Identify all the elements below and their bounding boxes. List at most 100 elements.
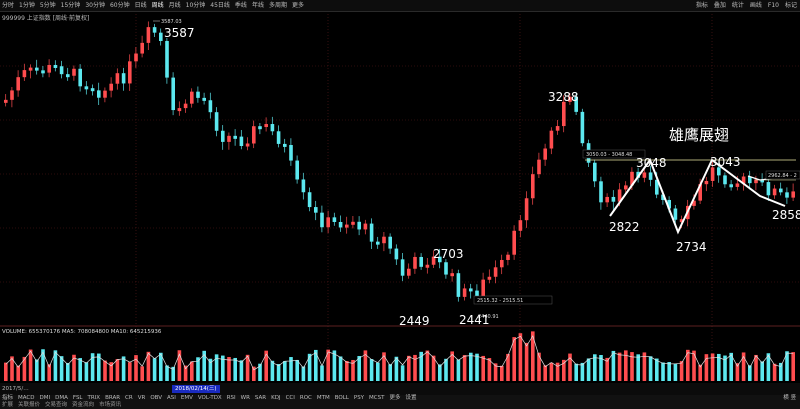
period-tab-6[interactable]: 日线 [134, 2, 147, 9]
candle-body [227, 135, 231, 142]
candle-body [450, 273, 454, 277]
candle-body [624, 185, 628, 190]
candle-body [748, 176, 752, 184]
indicator-tab-18[interactable]: ROC [299, 395, 312, 401]
indicator-tab-20[interactable]: BOLL [334, 395, 349, 401]
volume-bar [152, 358, 157, 381]
candle-body [617, 189, 622, 202]
low-box-label: 2515.32 - 2515.51 [477, 298, 523, 304]
axis-start-label: 2017/5/… [2, 386, 29, 392]
volume-bar [177, 350, 182, 381]
indicator-tab-14[interactable]: WR [240, 395, 250, 401]
tool-button-0[interactable]: 指标 [695, 2, 708, 9]
indicator-tab-9[interactable]: OBV [150, 395, 163, 401]
candle-body [400, 259, 405, 276]
candle-body [190, 91, 194, 104]
candle-body [766, 182, 771, 196]
candle-body [252, 126, 256, 144]
indicator-tab-13[interactable]: RSI [226, 395, 236, 401]
extension-tab-3[interactable]: 资金流向 [72, 402, 95, 408]
indicator-tab-10[interactable]: ASI [167, 395, 176, 401]
period-tab-12[interactable]: 年线 [251, 2, 264, 9]
period-tab-13[interactable]: 多周期 [268, 2, 287, 9]
indicator-tab-7[interactable]: CR [125, 395, 133, 401]
volume-bar [791, 352, 795, 381]
candle-body [407, 268, 411, 276]
volume-bar [22, 356, 27, 381]
indicator-tab-5[interactable]: TRIX [87, 395, 101, 401]
tool-button-3[interactable]: 画线 [749, 2, 762, 9]
volume-bar [549, 362, 554, 381]
indicator-tab-15[interactable]: SAR [254, 395, 267, 401]
indicator-tab-4[interactable]: FSL [72, 395, 83, 401]
tool-button-5[interactable]: 标记 [784, 2, 797, 9]
extension-tab-2[interactable]: 交易查询 [45, 402, 68, 408]
layout-toggle[interactable]: 横 竖 [783, 395, 796, 401]
candle-body [53, 64, 58, 68]
volume-bar [636, 354, 640, 381]
extension-tab-0[interactable]: 扩展 [2, 402, 14, 408]
candles [4, 21, 795, 302]
period-tab-9[interactable]: 10分钟 [185, 2, 206, 9]
indicator-tab-1[interactable]: MACD [18, 395, 35, 401]
indicator-tab-16[interactable]: KDJ [271, 395, 281, 401]
candle-body [363, 223, 368, 230]
tool-button-2[interactable]: 统计 [731, 2, 744, 9]
kline-chart[interactable]: 3587.03 3050.03 - 3048.48 2515.32 - 2515… [0, 0, 800, 383]
extension-tab-4[interactable]: 市场资讯 [99, 402, 122, 408]
volume-bar [41, 349, 45, 381]
candle-body [239, 136, 244, 147]
volume-bar [760, 361, 764, 381]
candle-body [760, 179, 764, 183]
period-tab-11[interactable]: 季线 [234, 2, 247, 9]
period-tab-2[interactable]: 5分钟 [39, 2, 56, 9]
volume-bar [617, 352, 622, 381]
candle-body [605, 196, 609, 203]
period-tab-10[interactable]: 45日线 [210, 2, 230, 9]
period-tab-0[interactable]: 分时 [2, 2, 15, 9]
indicator-tab-8[interactable]: VR [137, 395, 146, 401]
period-tab-5[interactable]: 60分钟 [109, 2, 130, 9]
candle-body [580, 111, 585, 144]
candle-body [66, 74, 70, 78]
period-tab-7[interactable]: 周线 [151, 2, 164, 9]
period-tab-1[interactable]: 1分钟 [19, 2, 35, 9]
volume-bar [766, 353, 771, 381]
volume-bar [233, 357, 237, 381]
indicator-tab-2[interactable]: DMI [39, 395, 51, 401]
candle-body [394, 248, 399, 260]
indicator-tab-0[interactable]: 指标 [2, 395, 14, 401]
indicator-tab-22[interactable]: MCST [369, 395, 385, 401]
candle-body [493, 267, 498, 277]
candle-body [276, 131, 281, 144]
indicator-tab-3[interactable]: DMA [55, 395, 68, 401]
indicator-tab-6[interactable]: BRAR [105, 395, 121, 401]
candle-body [320, 212, 324, 228]
candle-body [264, 124, 268, 128]
volume-bar [723, 355, 727, 381]
volume-bar [431, 355, 436, 381]
indicator-tab-17[interactable]: CCI [285, 395, 295, 401]
candle-body [208, 100, 213, 113]
volume-bar [103, 360, 107, 381]
indicator-tab-11[interactable]: EMV [180, 395, 193, 401]
tool-button-4[interactable]: F10 [767, 2, 779, 9]
candle-body [295, 160, 299, 180]
period-tab-8[interactable]: 月线 [168, 2, 181, 9]
time-axis: 2017/5/… 2018/02/14(三) [0, 383, 800, 395]
indicator-tab-19[interactable]: MTM [316, 395, 330, 401]
period-tab-3[interactable]: 15分钟 [60, 2, 81, 9]
period-tab-14[interactable]: 更多 [291, 2, 304, 9]
period-tab-4[interactable]: 30分钟 [85, 2, 105, 9]
indicator-tab-24[interactable]: 设置 [405, 395, 417, 401]
volume-bar [183, 365, 188, 381]
volume-bar [425, 350, 430, 381]
indicator-tab-12[interactable]: VOL-TDX [197, 395, 222, 401]
extension-tab-1[interactable]: 关联报价 [18, 402, 41, 408]
volume-ma-line [5, 335, 794, 371]
indicator-tab-21[interactable]: PSY [353, 395, 365, 401]
candle-body [785, 192, 789, 198]
indicator-tab-23[interactable]: 更多 [389, 395, 401, 401]
tool-button-1[interactable]: 叠加 [713, 2, 726, 9]
volume-bar [301, 366, 306, 381]
